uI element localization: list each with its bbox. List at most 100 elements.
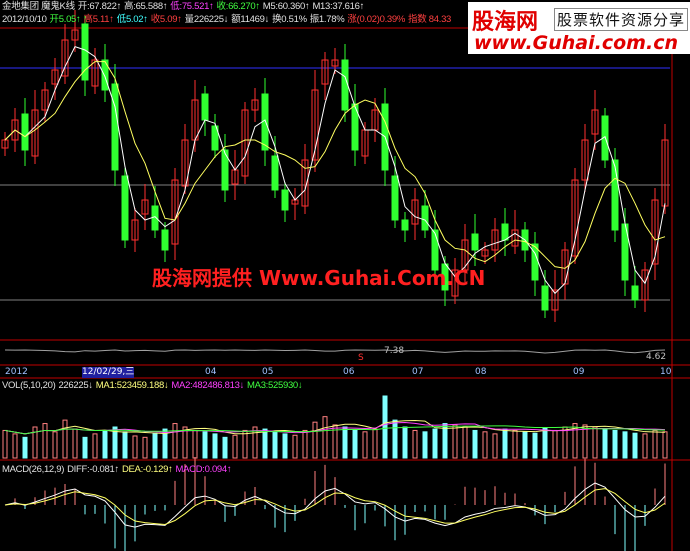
candle [151, 205, 159, 231]
header-field: 收:66.270↑ [216, 1, 261, 12]
volume-bar [382, 395, 388, 459]
volume-bar [272, 431, 278, 459]
volume-bar [502, 428, 508, 459]
volume-bar [252, 426, 258, 459]
volume-bar [592, 426, 598, 459]
volume-bar [422, 431, 428, 459]
date-label: 2012 [5, 367, 28, 377]
volume-bar [652, 429, 658, 459]
candle [301, 159, 309, 207]
candle [161, 229, 169, 251]
volume-bar [372, 428, 378, 459]
date-label: 09 [573, 367, 585, 377]
candle [51, 69, 59, 85]
volume-bar [12, 433, 18, 459]
date-label: 07 [412, 367, 424, 377]
overview-line [4, 349, 666, 354]
ma13-line [4, 61, 666, 269]
header-field: MA1:523459.188↓ [95, 380, 169, 391]
header-field: 低:75.521↑ [170, 1, 214, 12]
volume-bar [512, 429, 518, 459]
candle [511, 229, 519, 247]
volume-bar [432, 428, 438, 459]
candle [341, 59, 349, 111]
volume-bar [612, 429, 618, 459]
volume-bar [462, 426, 468, 459]
candle [461, 239, 469, 271]
header-field: 额11469↓ [231, 14, 270, 25]
header-field: 开5.05↑ [49, 14, 81, 25]
macd-header: MACD(26,12,9) DIFF:-0.081↑ DEA:-0.129↑ MACD… [2, 464, 234, 476]
volume-bar [662, 431, 668, 459]
volume-bar [152, 432, 158, 459]
header-field: DIFF:-0.081↑ [67, 464, 119, 475]
candle [351, 103, 359, 151]
volume-bar [212, 433, 218, 459]
logo-slogan: 股票软件资源分享 [554, 8, 689, 31]
volume-bar [242, 429, 248, 459]
volume-bar [582, 424, 588, 459]
volume-bar [82, 436, 88, 459]
header-field: 金地集团 魔鬼K线 [2, 1, 75, 12]
volume-bar [182, 426, 188, 459]
volume-header: VOL(5,10,20) 226225↓ MA1:523459.188↓ MA2:48… [2, 380, 305, 392]
candle [281, 189, 289, 211]
candle [331, 59, 339, 67]
volume-bar [392, 419, 398, 459]
date-label: 12/02/29,三 [82, 367, 135, 378]
candle [121, 175, 129, 241]
header-field: 2012/10/10 [2, 14, 47, 25]
candle [41, 89, 49, 111]
volume-bar [602, 428, 608, 459]
volume-bar [32, 426, 38, 459]
candle [221, 149, 229, 191]
volume-bar [172, 423, 178, 459]
volume-bar [222, 436, 228, 459]
volume-bar [562, 426, 568, 459]
volume-bar [232, 434, 238, 459]
candle [431, 229, 439, 271]
date-label: 10 [660, 367, 672, 377]
candle [501, 223, 509, 241]
candle [321, 59, 329, 85]
header-field: VOL(5,10,20) [2, 380, 56, 391]
volume-bar [362, 431, 368, 459]
candle [491, 229, 499, 251]
volume-bar [322, 416, 328, 459]
volume-bar [2, 429, 8, 459]
volume-bar [262, 428, 268, 459]
candle [611, 159, 619, 231]
volume-bar [332, 424, 338, 459]
header-field: MACD:0.094↑ [175, 464, 232, 475]
vol-ma3 [4, 425, 666, 435]
candle [571, 179, 579, 257]
header-field: MACD(26,12,9) [2, 464, 65, 475]
header-field: 指数 84.33 [408, 14, 452, 25]
header-field: MA3:525930↓ [247, 380, 303, 391]
volume-bar [52, 431, 58, 459]
candle [71, 29, 79, 41]
header-field: MA2:482486.813↓ [171, 380, 245, 391]
volume-bar [312, 421, 318, 459]
overview-high-label: 7.38 [384, 346, 405, 356]
candle [481, 249, 489, 257]
candle [391, 175, 399, 221]
candle [201, 93, 209, 121]
volume-bar [302, 429, 308, 459]
logo: 股海网 股票软件资源分享 www.Guhai.com.cn [468, 2, 690, 54]
volume-bar [122, 431, 128, 459]
watermark: 股海网提供 Www.Guhai.Com.CN [152, 266, 486, 290]
candle [411, 199, 419, 225]
volume-bar [532, 432, 538, 459]
candle [271, 155, 279, 191]
volume-bar [402, 426, 408, 459]
candle [91, 59, 99, 87]
date-label: 06 [343, 367, 355, 377]
header-field: 涨(0.02)0.39% [347, 14, 406, 25]
volume-bar [92, 433, 98, 459]
diff-line [4, 482, 666, 528]
volume-bar [72, 428, 78, 459]
candle [241, 109, 249, 177]
